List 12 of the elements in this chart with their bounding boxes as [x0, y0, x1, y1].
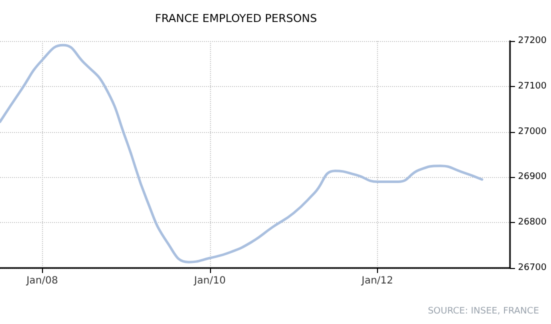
y-tick-label: 26700: [518, 263, 547, 273]
source-note: SOURCE: INSEE, FRANCE: [428, 306, 540, 316]
y-tick-label: 27200: [518, 36, 547, 46]
chart-title: FRANCE EMPLOYED PERSONS: [155, 12, 318, 25]
y-tick-label: 27100: [518, 81, 547, 92]
y-tick-label: 26800: [518, 218, 547, 228]
x-tick-label: Jan/12: [360, 276, 394, 286]
x-tick-label: Jan/10: [193, 276, 226, 286]
x-tick-label: Jan/08: [25, 276, 58, 286]
line-series: [0, 44, 484, 264]
y-tick-label: 26900: [518, 172, 547, 182]
y-tick-label: 27000: [518, 126, 547, 137]
